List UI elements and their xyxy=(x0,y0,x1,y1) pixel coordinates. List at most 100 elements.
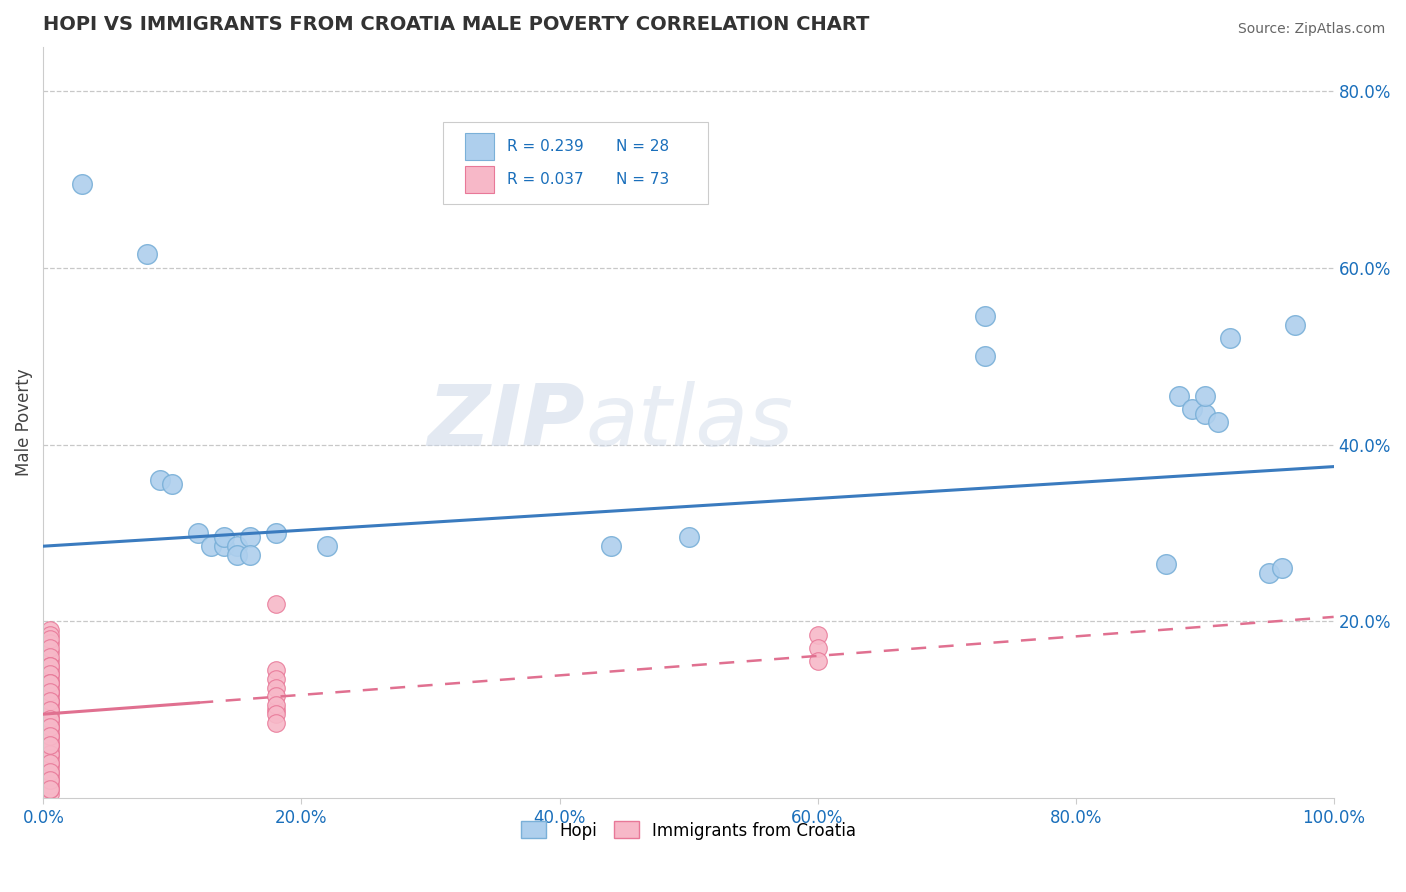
Point xyxy=(38,782,60,797)
Point xyxy=(38,712,60,726)
Point xyxy=(1194,407,1216,421)
Point xyxy=(806,654,828,668)
Point xyxy=(38,720,60,734)
Point xyxy=(38,632,60,646)
Point xyxy=(38,773,60,788)
Point xyxy=(38,747,60,761)
FancyBboxPatch shape xyxy=(465,166,494,194)
Point xyxy=(38,769,60,783)
Point xyxy=(38,649,60,664)
Point xyxy=(38,729,60,743)
Point xyxy=(38,712,60,726)
Point xyxy=(1181,402,1204,417)
Point xyxy=(38,658,60,673)
Point xyxy=(38,716,60,731)
Point xyxy=(38,703,60,717)
Point xyxy=(38,712,60,726)
Point xyxy=(162,477,184,491)
Point xyxy=(70,177,93,191)
Point xyxy=(38,773,60,788)
Point xyxy=(38,782,60,797)
Point xyxy=(38,676,60,690)
Point xyxy=(38,623,60,637)
Point xyxy=(38,707,60,722)
Point xyxy=(38,658,60,673)
Point xyxy=(135,247,157,261)
Point xyxy=(212,530,235,544)
Point xyxy=(212,539,235,553)
Text: N = 73: N = 73 xyxy=(616,172,669,187)
Point xyxy=(38,685,60,699)
Point xyxy=(38,681,60,695)
Legend: Hopi, Immigrants from Croatia: Hopi, Immigrants from Croatia xyxy=(515,814,863,847)
Point xyxy=(38,663,60,677)
Point xyxy=(38,676,60,690)
Point xyxy=(38,694,60,708)
Point xyxy=(974,349,997,363)
Y-axis label: Male Poverty: Male Poverty xyxy=(15,368,32,476)
Point xyxy=(1167,389,1189,403)
Point xyxy=(187,525,209,540)
Point xyxy=(38,760,60,774)
Point xyxy=(1258,566,1281,580)
FancyBboxPatch shape xyxy=(443,122,707,204)
Point xyxy=(38,764,60,779)
Point xyxy=(38,738,60,752)
Text: R = 0.037: R = 0.037 xyxy=(506,172,583,187)
Point xyxy=(38,667,60,681)
Point xyxy=(38,703,60,717)
Point xyxy=(239,548,262,562)
Point xyxy=(264,703,287,717)
Point xyxy=(226,539,249,553)
Point xyxy=(678,530,700,544)
Point xyxy=(38,724,60,739)
Point xyxy=(38,720,60,734)
Point xyxy=(1284,318,1306,333)
Point xyxy=(38,654,60,668)
Point xyxy=(38,778,60,792)
Point xyxy=(264,525,287,540)
Point xyxy=(38,627,60,641)
Text: N = 28: N = 28 xyxy=(616,139,669,154)
Point xyxy=(38,690,60,704)
Point xyxy=(226,548,249,562)
Point xyxy=(38,756,60,770)
Point xyxy=(264,663,287,677)
Point xyxy=(264,698,287,713)
Text: HOPI VS IMMIGRANTS FROM CROATIA MALE POVERTY CORRELATION CHART: HOPI VS IMMIGRANTS FROM CROATIA MALE POV… xyxy=(44,15,870,34)
Point xyxy=(38,747,60,761)
Point xyxy=(264,681,287,695)
Point xyxy=(316,539,339,553)
Point xyxy=(38,764,60,779)
Point xyxy=(38,703,60,717)
Point xyxy=(239,530,262,544)
Point xyxy=(38,694,60,708)
Point xyxy=(200,539,222,553)
Point xyxy=(38,720,60,734)
Point xyxy=(974,310,997,324)
Point xyxy=(1194,389,1216,403)
FancyBboxPatch shape xyxy=(465,133,494,161)
Point xyxy=(806,627,828,641)
Point xyxy=(1219,331,1241,345)
Point xyxy=(264,707,287,722)
Point xyxy=(264,716,287,731)
Point xyxy=(38,738,60,752)
Point xyxy=(264,672,287,686)
Point xyxy=(38,787,60,801)
Point xyxy=(38,640,60,655)
Point xyxy=(600,539,623,553)
Point xyxy=(264,597,287,611)
Point xyxy=(38,751,60,765)
Point xyxy=(38,672,60,686)
Point xyxy=(38,645,60,659)
Point xyxy=(38,685,60,699)
Point xyxy=(806,640,828,655)
Point xyxy=(38,733,60,747)
Point xyxy=(38,667,60,681)
Point xyxy=(38,698,60,713)
Point xyxy=(38,742,60,756)
Point xyxy=(1271,561,1294,575)
Point xyxy=(38,738,60,752)
Point xyxy=(38,729,60,743)
